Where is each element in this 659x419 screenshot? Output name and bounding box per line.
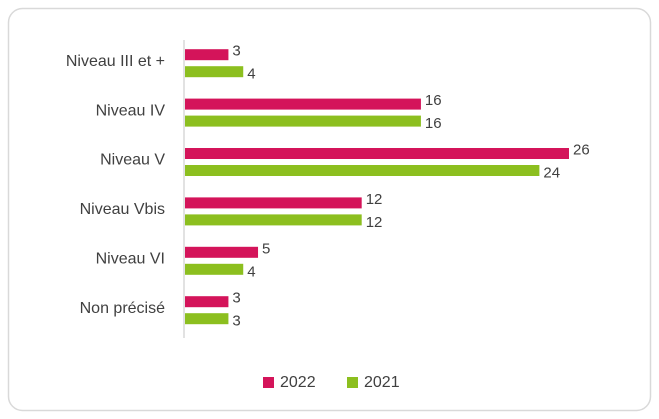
bar: [185, 165, 540, 176]
data-label: 4: [247, 66, 255, 83]
data-label: 3: [232, 43, 240, 60]
data-label: 16: [425, 115, 442, 132]
y-tick-label: Niveau V: [100, 152, 165, 169]
bar: [185, 214, 362, 226]
data-label: 24: [543, 164, 560, 181]
data-label: 3: [232, 290, 240, 307]
data-label: 4: [247, 263, 255, 280]
data-label: 12: [366, 191, 383, 208]
bar: [185, 148, 569, 159]
y-tick-label: Niveau VI: [96, 251, 165, 268]
y-tick-label: Niveau Vbis: [80, 201, 165, 218]
data-label: 3: [232, 313, 240, 330]
chart-frame: [7, 7, 652, 412]
legend-label: 2021: [364, 374, 400, 391]
data-label: 12: [366, 214, 383, 231]
bar: [185, 246, 259, 258]
y-tick-label: Non précisé: [80, 300, 165, 317]
bar: [185, 49, 229, 61]
bar: [185, 98, 421, 110]
legend-swatch: [263, 377, 274, 388]
bar: [185, 66, 244, 78]
legend-swatch: [347, 377, 358, 388]
data-label: 26: [573, 141, 590, 158]
y-tick-label: Niveau IV: [96, 102, 166, 119]
bar: [185, 197, 362, 209]
bar: [185, 263, 244, 275]
data-label: 16: [425, 92, 442, 109]
bar: [185, 313, 229, 325]
legend-label: 2022: [280, 374, 316, 391]
data-label: 5: [262, 240, 270, 257]
bar: [185, 296, 229, 308]
y-tick-label: Niveau III et +: [66, 53, 165, 70]
bar: [185, 115, 421, 127]
